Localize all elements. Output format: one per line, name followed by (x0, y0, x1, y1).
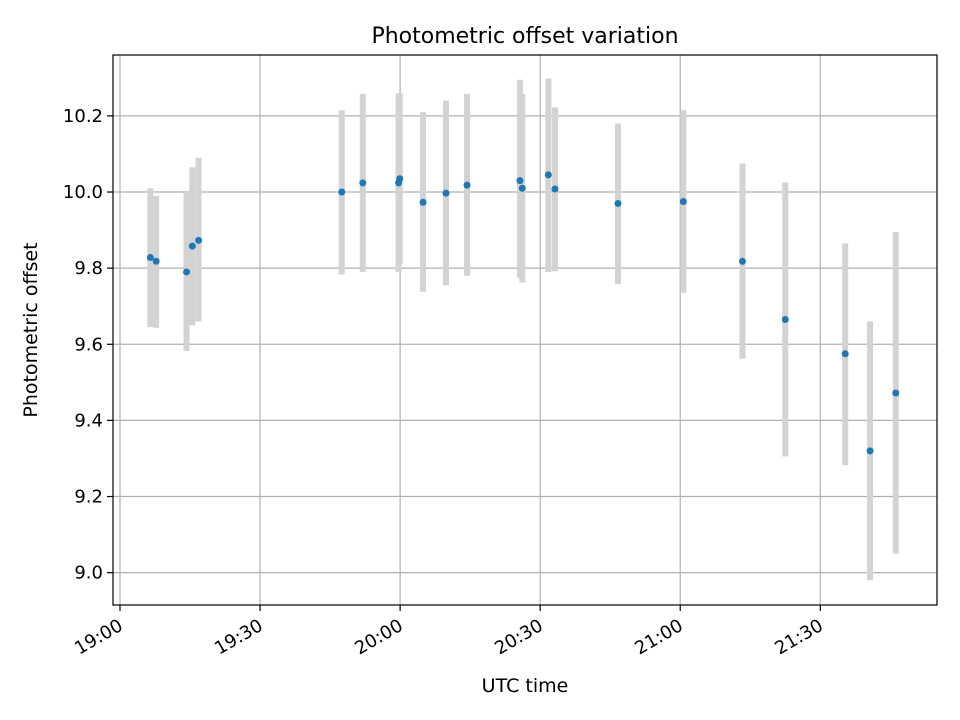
data-point (614, 199, 622, 207)
chart-title: Photometric offset variation (371, 24, 678, 49)
data-point (516, 177, 524, 185)
y-tick-label: 9.0 (74, 563, 103, 584)
data-point (195, 236, 203, 244)
data-point (679, 198, 687, 206)
data-point (188, 242, 196, 250)
data-point (419, 198, 427, 206)
y-axis-label: Photometric offset (20, 242, 42, 417)
data-point (781, 316, 789, 324)
data-point (544, 171, 552, 179)
data-point (738, 257, 746, 265)
data-point (359, 179, 367, 187)
y-tick-label: 9.8 (74, 258, 103, 279)
data-point (551, 185, 559, 193)
y-tick-label: 10.2 (63, 106, 103, 127)
data-point (338, 188, 346, 196)
data-point (463, 181, 471, 189)
plot-frame (112, 54, 938, 606)
data-point (146, 253, 154, 261)
y-axis: 9.0 9.2 9.4 9.6 9.8 10.0 10.2 (63, 106, 113, 584)
data-point (183, 268, 191, 276)
data-point (152, 257, 160, 265)
data-point (866, 447, 874, 455)
data-point (442, 189, 450, 197)
data-point (518, 184, 526, 192)
y-tick-label: 9.2 (74, 487, 103, 508)
data-points (146, 171, 900, 455)
y-tick-label: 10.0 (63, 182, 103, 203)
y-tick-label: 9.4 (74, 410, 103, 431)
data-point (396, 175, 404, 183)
y-tick-label: 9.6 (74, 334, 103, 355)
x-axis-label: UTC time (482, 675, 569, 697)
data-point (892, 389, 900, 397)
data-point (841, 350, 849, 358)
